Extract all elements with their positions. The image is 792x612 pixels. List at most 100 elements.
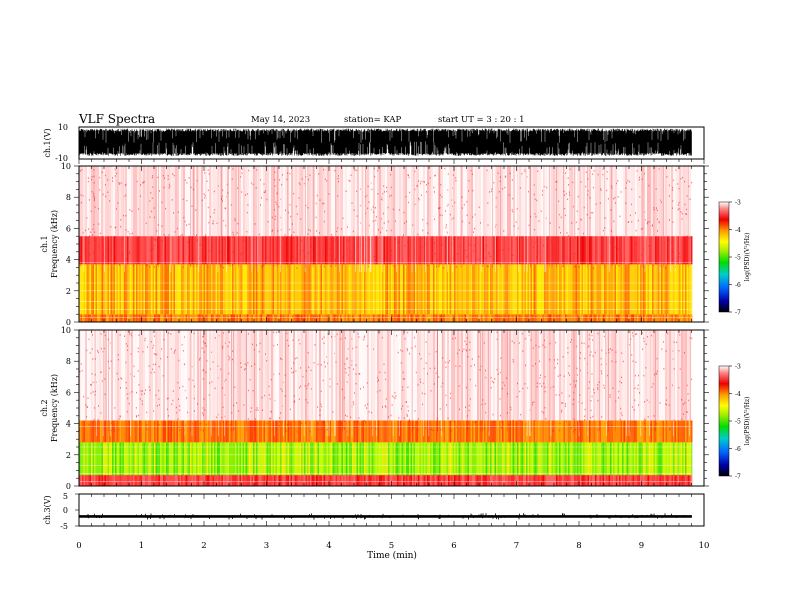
spectrogram-speckle: [474, 213, 476, 216]
spectrogram-speckle: [345, 190, 347, 192]
spectrogram-column: [541, 442, 543, 476]
spectrogram-speckle: [543, 244, 545, 247]
spectrogram-ytick-label: 2: [66, 287, 71, 296]
spectrogram-speckle: [326, 180, 328, 182]
spectrogram-column: [200, 442, 202, 476]
spectrogram-speckle: [172, 212, 174, 214]
spectrogram-speckle: [207, 263, 209, 265]
spectrogram-speckle: [672, 221, 674, 223]
spectrogram-column: [266, 264, 268, 315]
spectrogram-column: [363, 166, 365, 237]
spectrogram-speckle: [619, 262, 621, 264]
spectrogram-column: [343, 442, 345, 476]
spectrogram-column: [80, 264, 82, 315]
spectrogram-speckle: [627, 221, 629, 223]
spectrogram-column: [127, 166, 129, 237]
spectrogram-speckle: [679, 256, 681, 258]
spectrogram-speckle: [643, 340, 645, 343]
spectrogram-column: [580, 442, 582, 476]
spectrogram-speckle: [520, 413, 522, 416]
spectrogram-column: [685, 330, 687, 421]
spectrogram-column: [394, 236, 396, 265]
spectrogram-column: [349, 420, 351, 443]
spectrogram-speckle: [299, 385, 301, 387]
spectrogram-column: [571, 264, 573, 315]
spectrogram-column: [476, 442, 478, 476]
spectrogram-column: [629, 330, 631, 421]
spectrogram-speckle: [323, 220, 325, 223]
spectrogram-speckle: [203, 193, 205, 195]
spectrogram-speckle: [286, 332, 288, 335]
spectrogram-column: [677, 166, 679, 237]
spectrogram-column: [460, 264, 462, 315]
spectrogram-column: [253, 442, 255, 476]
spectrogram-column: [299, 330, 301, 421]
spectrogram-column: [131, 166, 133, 237]
spectrogram-speckle: [422, 403, 424, 406]
spectrogram-column: [685, 420, 687, 443]
spectrogram-column: [123, 330, 125, 421]
spectrogram-speckle: [343, 397, 345, 399]
spectrogram-column: [544, 314, 546, 322]
spectrogram-column: [81, 330, 83, 421]
spectrogram-column: [437, 314, 439, 322]
spectrogram-column: [113, 236, 115, 265]
spectrogram-speckle: [216, 416, 218, 419]
spectrogram-column: [665, 264, 667, 315]
spectrogram-speckle: [153, 266, 155, 268]
spectrogram-column: [343, 314, 345, 322]
spectrogram-column: [388, 236, 390, 265]
spectrogram-column: [88, 264, 90, 315]
spectrogram-column: [196, 314, 198, 322]
spectrogram-speckle: [188, 378, 190, 381]
ch1-ylabel: ch.1(V): [43, 128, 52, 157]
spectrogram-column: [245, 166, 247, 237]
spectrogram-column: [349, 442, 351, 476]
spectrogram-column: [191, 264, 193, 315]
spectrogram-speckle: [165, 207, 167, 210]
spectrogram-column: [662, 475, 664, 486]
spectrogram-speckle: [491, 380, 493, 383]
spectrogram-speckle: [148, 365, 150, 367]
spectrogram-column: [362, 442, 364, 476]
spectrogram-column: [448, 442, 450, 476]
spectrogram-column: [301, 314, 303, 322]
spectrogram-column: [188, 420, 190, 443]
spectrogram-column: [599, 264, 601, 315]
spectrogram-column: [347, 264, 349, 315]
spectrogram-column: [343, 166, 345, 237]
spectrogram-speckle: [274, 218, 276, 220]
spectrogram-column: [405, 330, 407, 421]
spectrogram-column: [343, 330, 345, 421]
spectrogram-column: [239, 264, 241, 315]
spectrogram-speckle: [465, 249, 467, 251]
spectrogram-column: [175, 166, 177, 237]
spectrogram-column: [577, 442, 579, 476]
spectrogram-column: [235, 314, 237, 322]
spectrogram-speckle: [576, 374, 578, 376]
spectrogram-column: [625, 475, 627, 486]
spectrogram-column: [593, 166, 595, 237]
spectrogram-speckle: [559, 374, 561, 376]
spectrogram-column: [412, 442, 414, 476]
spectrogram-speckle: [393, 396, 395, 398]
spectrogram-column: [295, 166, 297, 237]
spectrogram-column: [520, 420, 522, 443]
spectrogram-column: [604, 236, 606, 265]
spectrogram-column: [226, 442, 228, 476]
spectrogram-column: [130, 420, 132, 443]
spectrogram-speckle: [393, 265, 395, 267]
spectrogram-column: [241, 166, 243, 237]
spectrogram-column: [293, 330, 295, 421]
spectrogram-column: [160, 475, 162, 486]
spectrogram-column: [217, 314, 219, 322]
spectrogram-column: [635, 475, 637, 486]
spectrogram-column: [251, 264, 253, 315]
spectrogram-column: [271, 442, 273, 476]
spectrogram-column: [184, 314, 186, 322]
spectrogram-column: [407, 420, 409, 443]
spectrogram-column: [205, 442, 207, 476]
spectrogram-speckle: [426, 184, 427, 186]
spectrogram-speckle: [222, 406, 224, 408]
spectrogram-speckle: [588, 338, 590, 340]
